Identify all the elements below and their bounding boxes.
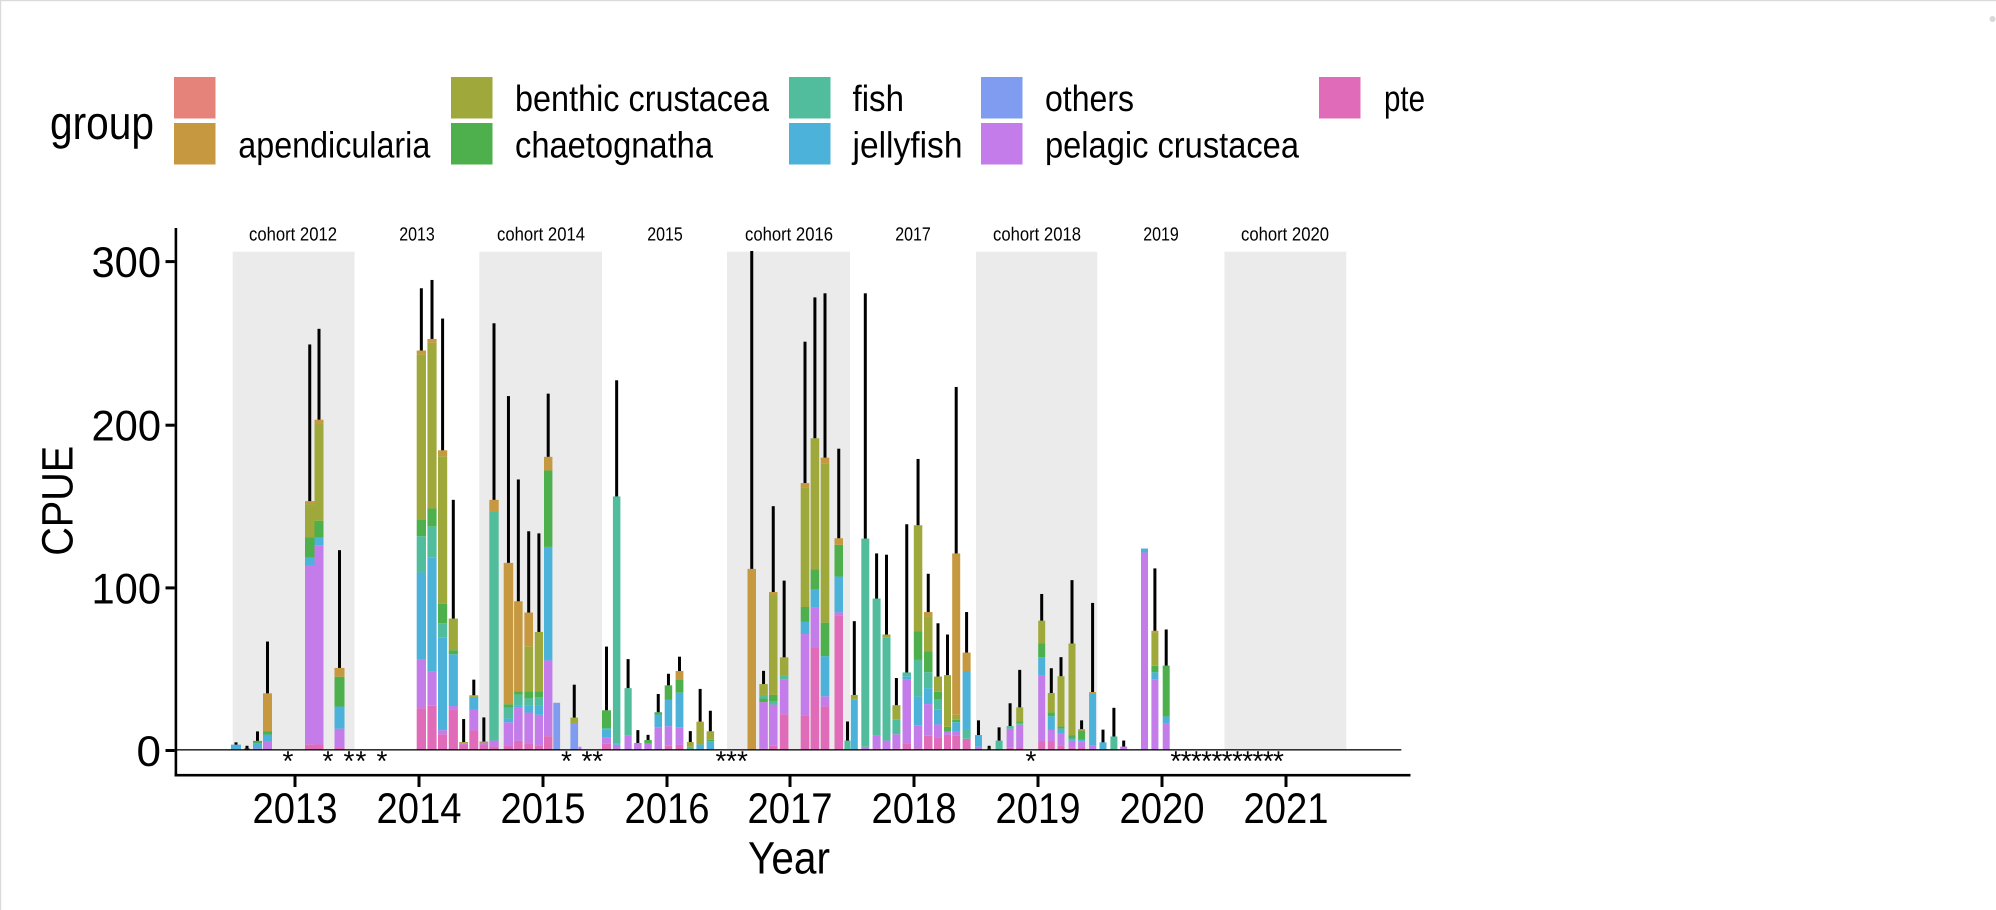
svg-text:cohort 2012: cohort 2012 — [249, 225, 337, 246]
svg-text:cohort 2016: cohort 2016 — [745, 225, 833, 246]
svg-text:*: * — [1273, 746, 1284, 777]
svg-text:*: * — [1026, 746, 1037, 777]
svg-text:others: others — [1045, 78, 1134, 119]
svg-text:group: group — [50, 96, 154, 149]
svg-text:*: * — [1222, 746, 1233, 777]
svg-text:apendicularia: apendicularia — [238, 125, 431, 166]
svg-text:*: * — [344, 746, 355, 777]
svg-text:*: * — [356, 746, 367, 777]
svg-text:*: * — [737, 746, 748, 777]
svg-text:*: * — [1201, 746, 1212, 777]
svg-text:*: * — [1242, 746, 1253, 777]
svg-text:300: 300 — [92, 239, 162, 287]
svg-text:*: * — [1253, 746, 1264, 777]
svg-text:2020: 2020 — [1120, 785, 1205, 833]
svg-text:Year: Year — [748, 832, 830, 883]
svg-text:2019: 2019 — [1143, 225, 1179, 246]
svg-text:0: 0 — [137, 728, 162, 776]
svg-text:2021: 2021 — [1244, 785, 1329, 833]
svg-text:*: * — [1181, 746, 1192, 777]
svg-text:*: * — [582, 746, 593, 777]
svg-text:2015: 2015 — [501, 785, 586, 833]
svg-text:*: * — [323, 746, 334, 777]
svg-text:2015: 2015 — [647, 225, 683, 246]
svg-text:pelagic crustacea: pelagic crustacea — [1045, 125, 1300, 166]
svg-text:2019: 2019 — [996, 785, 1081, 833]
svg-text:*: * — [726, 746, 737, 777]
svg-text:2016: 2016 — [625, 785, 710, 833]
svg-text:100: 100 — [92, 565, 162, 613]
svg-text:chaetognatha: chaetognatha — [515, 125, 714, 166]
svg-text:*: * — [1211, 746, 1222, 777]
svg-text:*: * — [1191, 746, 1202, 777]
svg-text:200: 200 — [92, 403, 162, 451]
svg-text:CPUE: CPUE — [34, 446, 83, 556]
svg-text:*: * — [561, 746, 572, 777]
svg-text:2013: 2013 — [253, 785, 338, 833]
svg-text:*: * — [1170, 746, 1181, 777]
svg-text:2013: 2013 — [399, 225, 435, 246]
svg-text:pte: pte — [1384, 78, 1425, 119]
svg-text:fish: fish — [853, 78, 905, 119]
svg-text:*: * — [377, 746, 388, 777]
svg-text:2014: 2014 — [377, 785, 462, 833]
svg-text:jellyfish: jellyfish — [852, 125, 963, 166]
svg-text:*: * — [592, 746, 603, 777]
svg-text:*: * — [716, 746, 727, 777]
svg-text:2017: 2017 — [895, 225, 931, 246]
svg-text:2018: 2018 — [872, 785, 957, 833]
svg-text:2017: 2017 — [748, 785, 833, 833]
svg-text:cohort 2020: cohort 2020 — [1241, 225, 1329, 246]
svg-text:cohort 2018: cohort 2018 — [993, 225, 1081, 246]
svg-text:*: * — [1263, 746, 1274, 777]
svg-text:*: * — [283, 746, 294, 777]
svg-text:cohort 2014: cohort 2014 — [497, 225, 585, 246]
svg-text:benthic crustacea: benthic crustacea — [515, 78, 770, 119]
svg-text:*: * — [1232, 746, 1243, 777]
